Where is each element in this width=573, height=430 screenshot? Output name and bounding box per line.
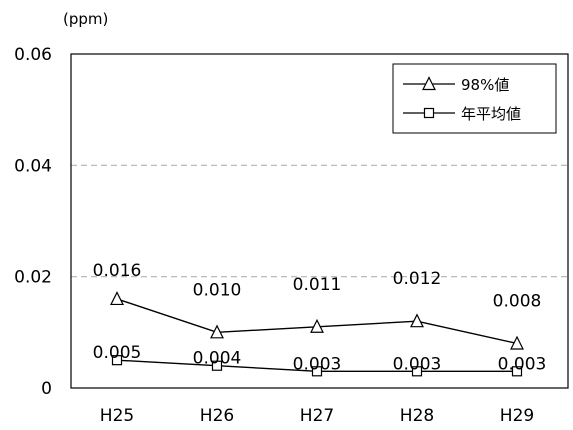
square-marker <box>423 107 435 119</box>
x-tick-label: H29 <box>500 406 534 426</box>
square-marker <box>111 355 123 366</box>
triangle-marker <box>410 313 424 328</box>
y-tick-label: 0.04 <box>14 156 52 176</box>
legend-label: 98%値 <box>461 76 509 94</box>
legend-box <box>392 63 557 134</box>
x-axis-ticks: H25 H26 H27 H28 H29 <box>100 406 534 426</box>
data-label: 0.011 <box>293 275 342 295</box>
triangle-marker <box>510 335 524 350</box>
triangle-marker <box>110 291 124 306</box>
triangle-marker <box>310 318 324 333</box>
square-marker <box>311 366 323 377</box>
triangle-marker <box>422 76 436 91</box>
data-label: 0.003 <box>393 354 442 374</box>
triangle-marker <box>210 324 224 339</box>
square-marker <box>211 360 223 371</box>
square-marker <box>411 366 423 377</box>
data-label: 0.003 <box>498 354 547 374</box>
data-label: 0.008 <box>493 291 542 311</box>
data-label: 0.010 <box>193 280 242 300</box>
x-tick-label: H28 <box>400 406 434 426</box>
square-marker <box>511 366 523 377</box>
plot-area <box>70 53 569 389</box>
grid-lines <box>71 164 568 278</box>
data-labels: 0.016 0.010 0.011 0.012 0.008 0.005 0.004 0.003… <box>93 261 547 374</box>
y-tick-label: 0.06 <box>14 45 52 65</box>
y-tick-label: 0 <box>41 379 52 399</box>
x-tick-label: H27 <box>300 406 334 426</box>
x-tick-label: H26 <box>200 406 234 426</box>
y-axis-unit-label: (ppm) <box>63 10 108 28</box>
data-label: 0.003 <box>293 354 342 374</box>
data-label: 0.016 <box>93 261 142 281</box>
y-tick-label: 0.02 <box>14 268 52 288</box>
data-label: 0.004 <box>193 349 242 369</box>
data-label: 0.005 <box>93 343 142 363</box>
x-tick-label: H25 <box>100 406 134 426</box>
series-layer <box>110 291 524 377</box>
data-label: 0.012 <box>393 269 442 289</box>
y-axis-ticks: 0 0.02 0.04 0.06 <box>14 45 52 399</box>
legend-label: 年平均値 <box>461 105 521 123</box>
